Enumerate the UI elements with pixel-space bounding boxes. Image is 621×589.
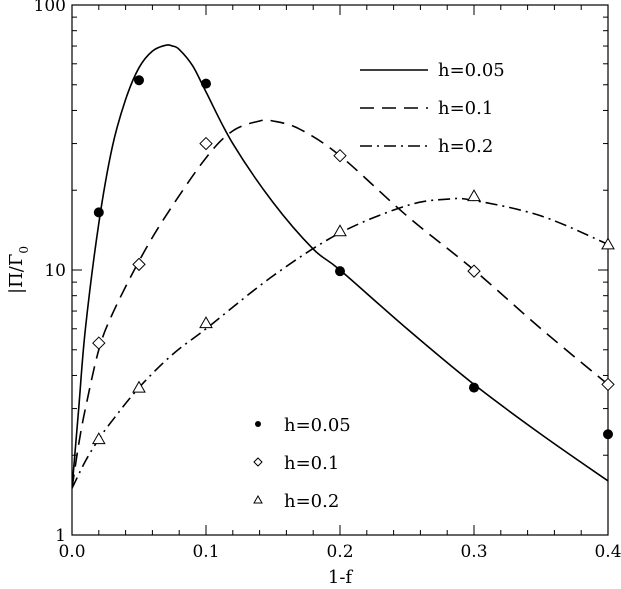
x-tick-label: 0.2 xyxy=(326,542,353,562)
data-point-circle xyxy=(469,382,479,393)
series-curves xyxy=(72,44,608,489)
data-point-circle xyxy=(201,78,211,89)
data-point-circle xyxy=(134,75,144,86)
series-markers xyxy=(91,75,615,445)
y-axis-title: |Π/Γ0 xyxy=(6,246,31,294)
x-tick-label: 0.3 xyxy=(460,542,487,562)
x-axis-title: 1-f xyxy=(328,567,354,588)
legend-line-label: h=0.2 xyxy=(438,136,493,157)
data-point-diamond xyxy=(253,457,263,467)
data-point-diamond xyxy=(467,264,481,278)
data-point-diamond xyxy=(92,336,106,350)
data-point-triangle xyxy=(467,189,481,202)
y-tick-label: 1 xyxy=(55,526,66,546)
x-tick-label: 0.0 xyxy=(58,542,85,562)
legend-line-label: h=0.05 xyxy=(438,60,505,81)
data-point-triangle xyxy=(132,380,146,393)
legend-marker-label: h=0.1 xyxy=(284,453,339,474)
legend-line-label: h=0.1 xyxy=(438,98,493,119)
x-tick-label: 0.4 xyxy=(594,542,621,562)
legend-lines: h=0.05 h=0.1 h=0.2 xyxy=(360,60,505,157)
y-axis-title-sub: 0 xyxy=(17,246,31,254)
data-point-triangle xyxy=(601,237,615,250)
series-line-dashed xyxy=(72,119,608,489)
data-point-circle xyxy=(255,421,261,427)
tick-labels: 0.0 0.1 0.2 0.3 0.4 1 10 100 xyxy=(34,0,621,562)
data-point-diamond xyxy=(132,257,146,272)
y-tick-label: 100 xyxy=(34,0,66,16)
data-point-triangle xyxy=(91,432,106,445)
data-point-circle xyxy=(603,429,613,440)
data-point-triangle xyxy=(199,316,213,329)
y-axis-title-main: |Π/Γ xyxy=(6,254,27,294)
axis-ticks xyxy=(71,4,609,536)
data-point-triangle xyxy=(333,224,347,237)
x-tick-label: 0.1 xyxy=(192,542,219,562)
legend-markers: h=0.05 h=0.1 h=0.2 xyxy=(253,415,351,512)
legend-marker-label: h=0.2 xyxy=(284,491,339,512)
legend-marker-label: h=0.05 xyxy=(284,415,351,436)
series-line-solid xyxy=(72,44,608,489)
data-point-diamond xyxy=(601,377,615,392)
data-point-circle xyxy=(93,207,104,218)
data-point-diamond xyxy=(199,136,213,151)
y-tick-label: 10 xyxy=(44,261,66,281)
series-line-dashdot xyxy=(72,197,608,489)
data-point-triangle xyxy=(253,494,263,504)
data-point-diamond xyxy=(333,148,347,163)
data-point-circle xyxy=(335,266,345,277)
